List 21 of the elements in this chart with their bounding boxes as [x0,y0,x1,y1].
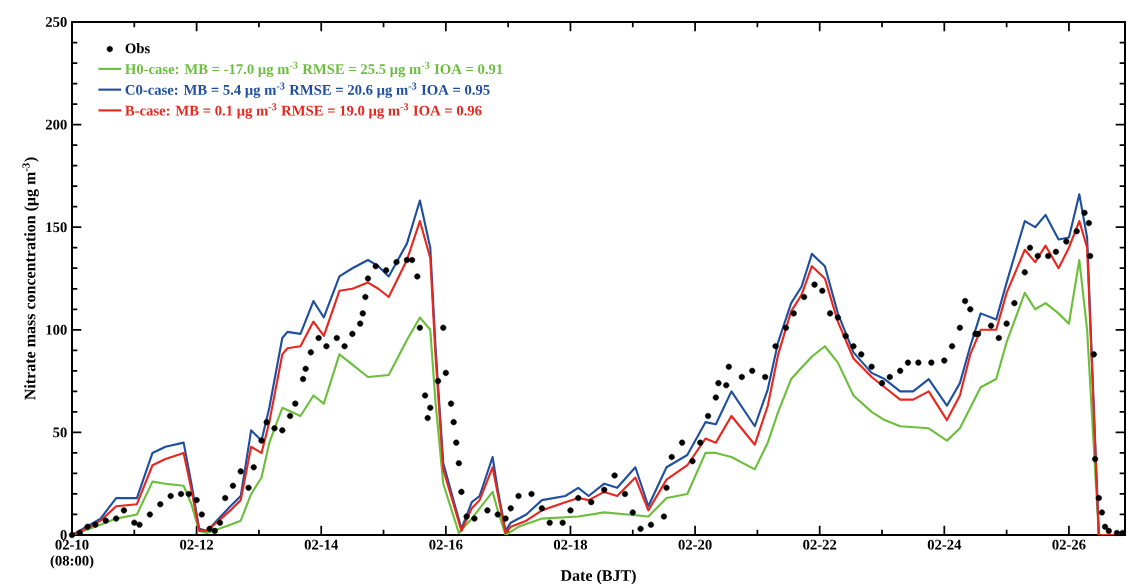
x-tick-label: 02-24 [927,539,962,550]
y-tick-label: 0 [60,530,67,540]
x-tick-label: 02-10 (08:00) [50,539,94,569]
y-tick-label: 150 [46,222,67,233]
y-tick-label: 250 [45,17,67,27]
legend-label: B-case: MB = 0.1 μg m$^{-3}$ RMSE = 19.0 μg m$^{-3}$ IOA = 0.96 [125,103,482,119]
y-tick-label: 100 [46,324,67,335]
x-tick-label: 02-14 [304,539,339,550]
x-tick-label: 02-22 [803,539,837,550]
x-axis-title: Date (BJT) [560,569,636,585]
x-tick-label: 02-18 [553,539,588,550]
y-tick-label: 200 [45,119,67,130]
legend-label: Obs [125,43,150,54]
legend-label: H0-case: MB = -17.0 μg m$^{-3}$ RMSE = 25.5 μg m$^{-3}$ IOA = 0.91 [125,61,503,78]
x-tick-label: 02-12 [180,539,214,550]
legend-label: C0-case: MB = 5.4 μg m$^{-3}$ RMSE = 20.6 μg m$^{-3}$ IOA = 0.95 [125,82,490,98]
y-axis-title: Nitrate mass concentration (μg m$^{-3}$) [22,157,39,400]
x-tick-label: 02-20 [678,539,712,550]
y-tick-label: 50 [53,427,67,438]
x-tick-label: 02-26 [1052,539,1086,550]
x-tick-label: 02-16 [429,539,463,550]
